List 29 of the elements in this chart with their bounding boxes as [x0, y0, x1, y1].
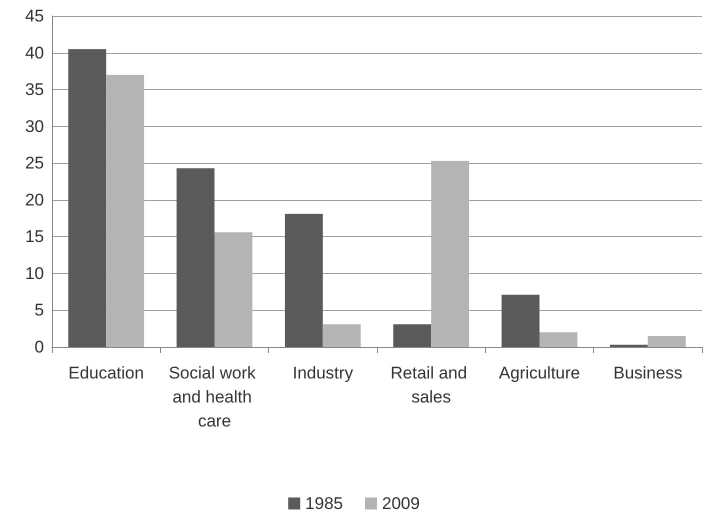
y-tick-label: 35	[25, 80, 44, 100]
x-tick-label: Education	[68, 364, 144, 382]
bar	[214, 232, 252, 347]
y-tick-label: 30	[25, 116, 44, 136]
legend-label: 2009	[382, 494, 420, 513]
y-tick-label: 10	[25, 264, 44, 283]
bar	[502, 294, 540, 347]
legend-label: 1985	[305, 494, 344, 513]
y-tick-label: 45	[25, 6, 44, 26]
bar	[648, 336, 686, 347]
y-tick-label: 25	[25, 154, 44, 173]
y-tick-label: 0	[34, 338, 44, 356]
x-tick-label: Social work and health care	[168, 364, 260, 430]
y-tick-label: 40	[25, 43, 44, 62]
bar	[322, 324, 361, 347]
bar	[176, 168, 214, 347]
x-tick-label: Retail and sales	[390, 364, 472, 406]
bar	[540, 332, 578, 347]
x-tick-label: Business	[613, 364, 682, 382]
bar	[68, 49, 106, 347]
x-tick-label: Industry	[292, 364, 354, 382]
y-tick-label: 5	[34, 300, 44, 320]
y-tick-label: 20	[25, 190, 44, 210]
bar	[284, 214, 323, 347]
bar	[106, 74, 144, 347]
bar	[393, 324, 432, 347]
y-tick-label: 15	[25, 227, 44, 246]
x-tick-label: Agriculture	[498, 364, 580, 382]
bar	[431, 160, 470, 347]
